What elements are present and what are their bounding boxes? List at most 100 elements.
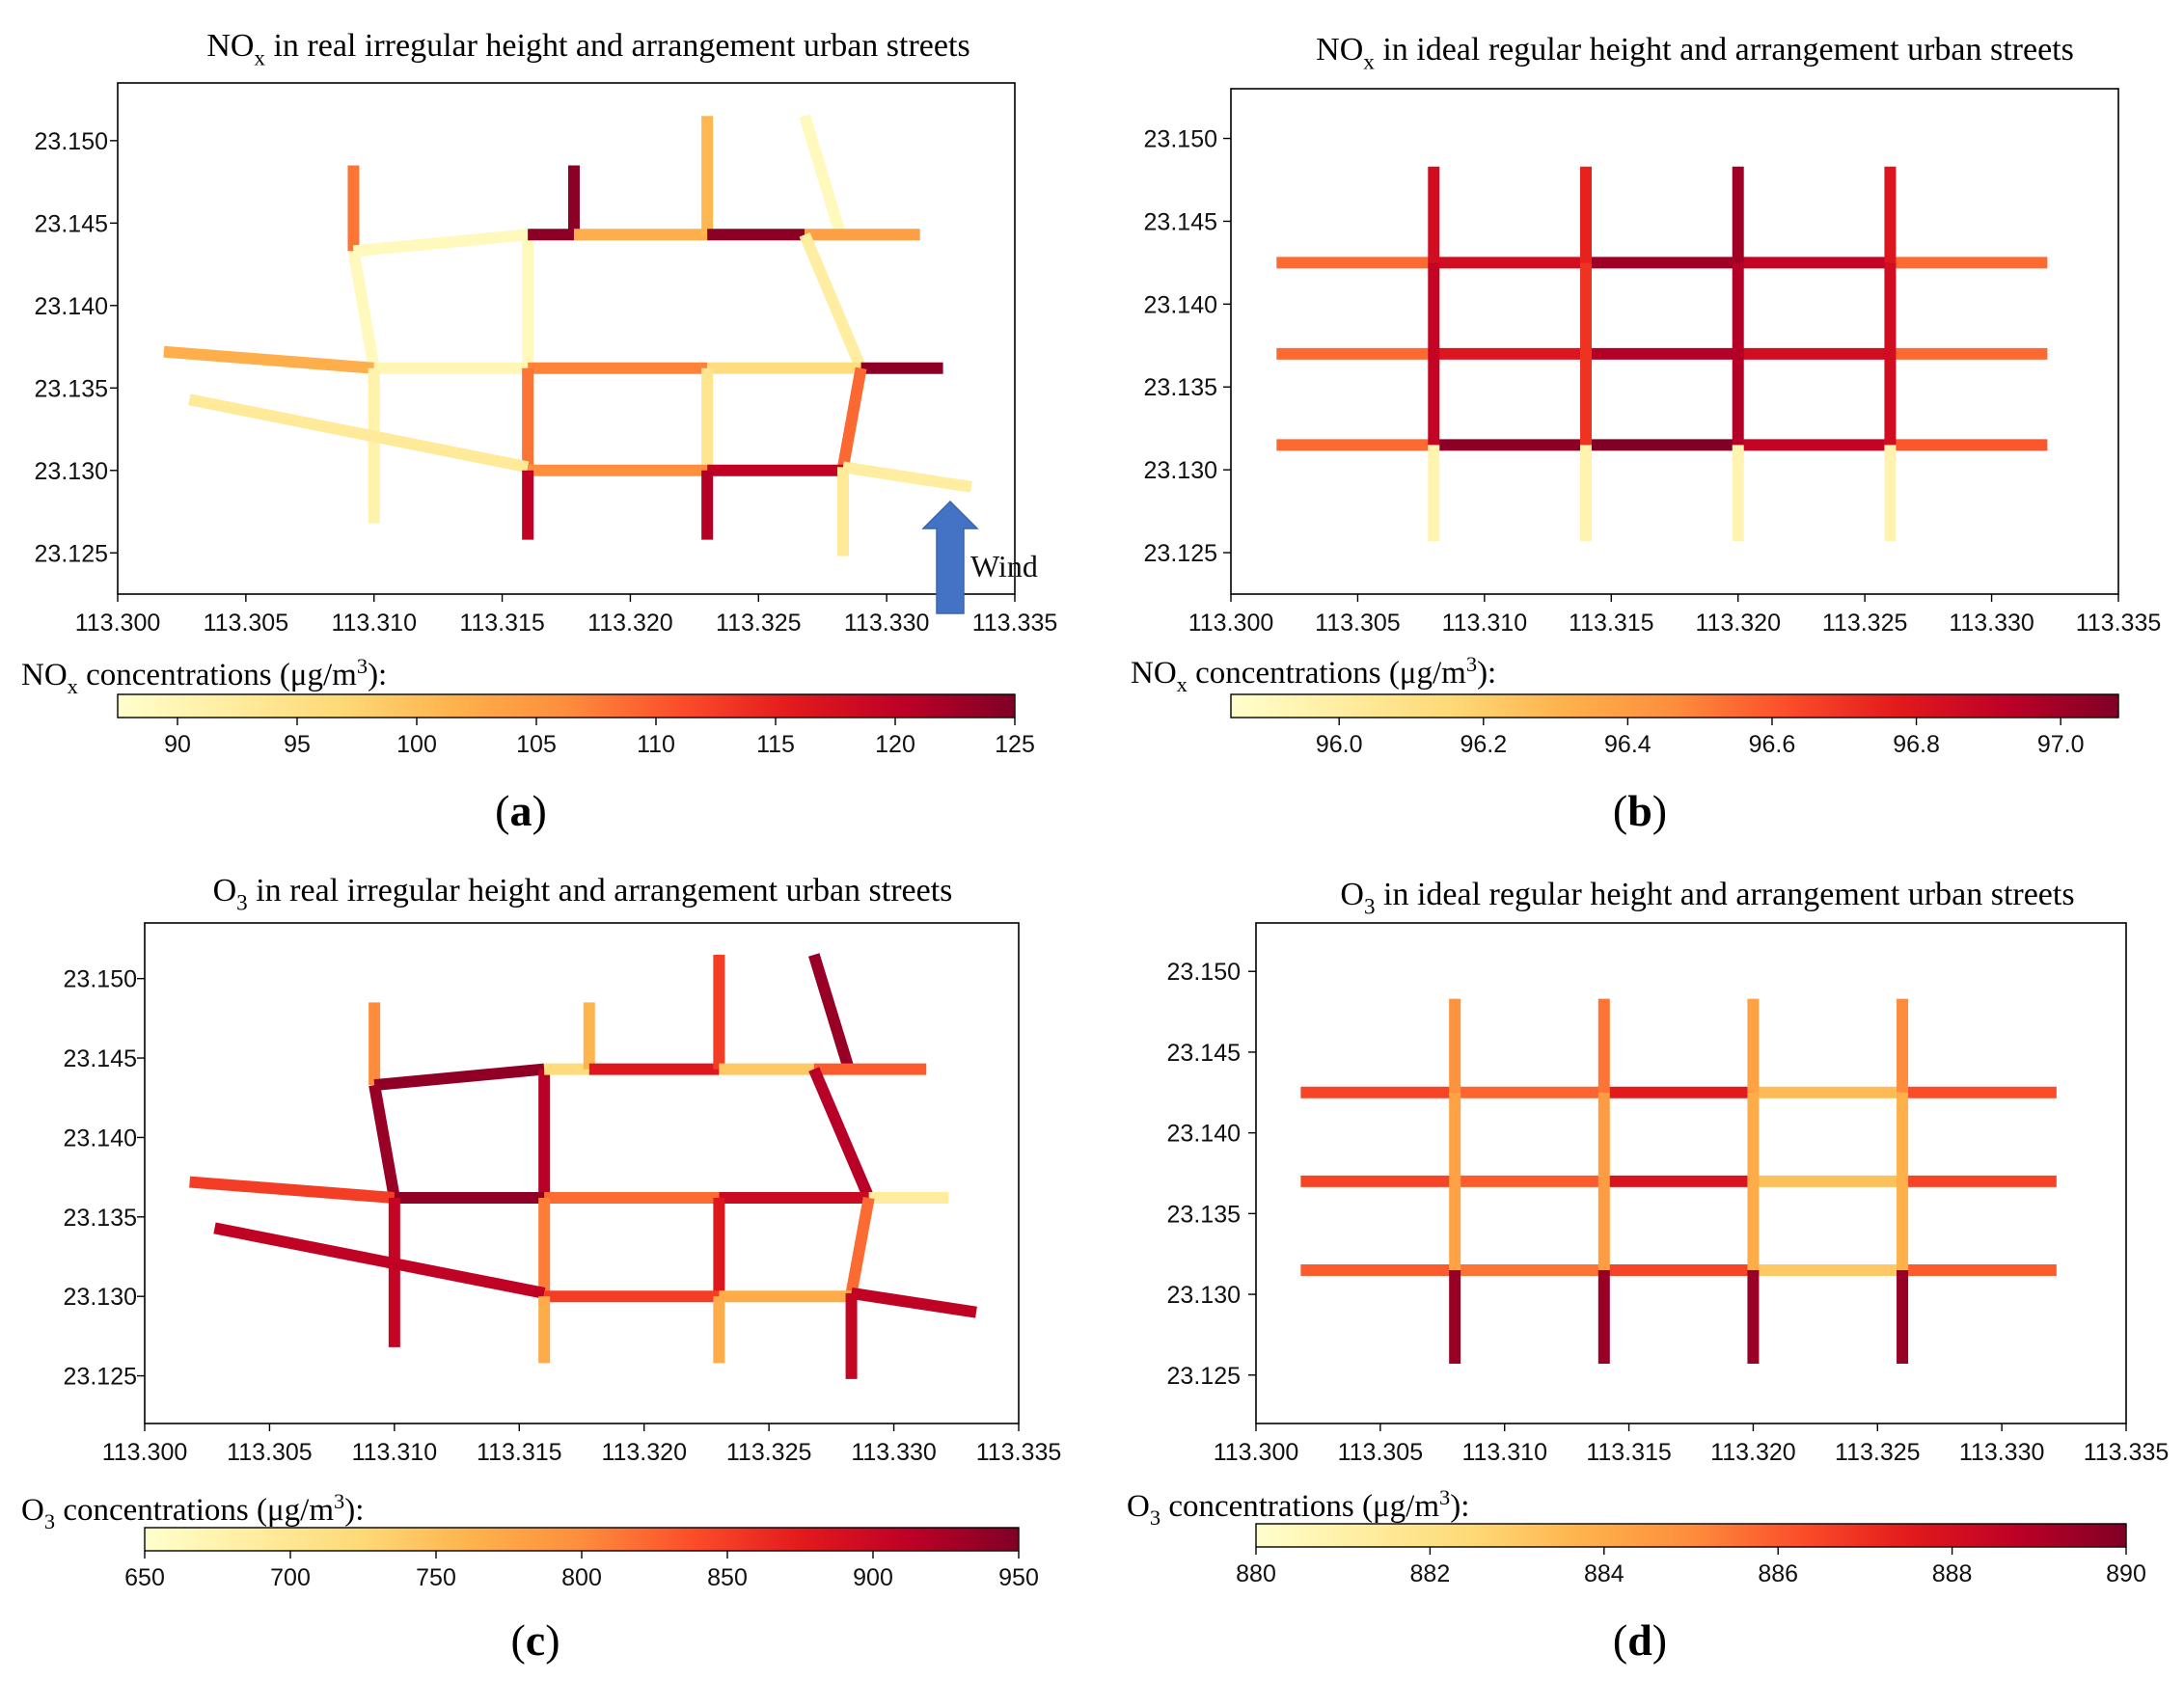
y-tick-label: 23.150: [1144, 126, 1217, 153]
colorbar: [144, 1527, 1020, 1552]
y-tick-label: 23.125: [1167, 1363, 1241, 1390]
street-segments: [163, 114, 972, 556]
colorbar-label: NOx concentrations (μg/m3):: [21, 654, 387, 698]
street-segment: [837, 366, 867, 469]
chart-title: O3 in ideal regular height and arrangeme…: [1340, 877, 2074, 920]
y-tick-label: 23.140: [1167, 1121, 1241, 1148]
colorbar: [1255, 1523, 2127, 1548]
colorbar-tick-label: 882: [1410, 1560, 1451, 1587]
street-segment: [188, 393, 530, 474]
y-tick-label: 23.135: [64, 1205, 137, 1232]
x-tick-label: 113.315: [459, 610, 545, 637]
wind-label: Wind: [970, 549, 1038, 583]
x-tick-label: 113.330: [851, 1439, 937, 1466]
x-tick-label: 113.305: [227, 1439, 313, 1466]
street-segment: [369, 1084, 400, 1200]
y-tick-label: 23.150: [35, 128, 108, 155]
colorbar-label: NOx concentrations (μg/m3):: [1131, 652, 1496, 696]
y-tick-label: 23.130: [35, 458, 108, 485]
x-tick-label: 113.310: [352, 1439, 438, 1466]
x-tick-label: 113.330: [1959, 1439, 2045, 1466]
colorbar-tick-label: 125: [995, 731, 1035, 758]
street-segments: [1300, 998, 2057, 1365]
colorbar-tick-label: 115: [756, 731, 795, 758]
colorbar-tick-label: 96.6: [1749, 731, 1796, 758]
colorbar-label: O3 concentrations (μg/m3):: [21, 1489, 364, 1533]
x-tick-label: 113.315: [477, 1439, 562, 1466]
wind-arrow-icon: [921, 500, 979, 614]
street-segment: [799, 231, 867, 371]
x-tick-label: 113.335: [976, 1439, 1062, 1466]
y-tick-label: 23.130: [64, 1284, 137, 1311]
x-tick-label: 113.330: [844, 610, 930, 637]
y-tick-label: 23.140: [35, 293, 108, 320]
street-segment: [347, 250, 380, 369]
colorbar: [117, 693, 1016, 718]
x-tick-label: 113.310: [1461, 1439, 1547, 1466]
y-tick-label: 23.135: [1167, 1201, 1241, 1228]
x-tick-label: 113.305: [1338, 1439, 1424, 1466]
colorbar-tick-label: 96.0: [1316, 731, 1363, 758]
colorbar-tick-label: 950: [998, 1564, 1039, 1591]
street-segments: [189, 953, 977, 1379]
y-tick-label: 23.145: [64, 1045, 137, 1072]
plot-area: [1230, 88, 2119, 595]
street-segment: [213, 1222, 546, 1299]
colorbar-tick-label: 750: [416, 1564, 456, 1591]
street-segment: [850, 1287, 977, 1318]
y-tick-label: 23.130: [1167, 1282, 1241, 1309]
colorbar-tick-label: 650: [124, 1564, 165, 1591]
colorbar-tick-label: 850: [707, 1564, 748, 1591]
colorbar-tick-label: 110: [637, 731, 675, 758]
x-tick-label: 113.300: [1188, 610, 1274, 637]
x-tick-label: 113.325: [726, 1439, 812, 1466]
plot-area: [117, 82, 1016, 595]
street-segment: [808, 1067, 875, 1201]
colorbar-tick-label: 120: [875, 731, 915, 758]
street-segment: [807, 953, 855, 1071]
y-tick-label: 23.125: [1144, 540, 1217, 567]
y-tick-label: 23.130: [1144, 457, 1217, 484]
x-tick-label: 113.330: [1949, 610, 2034, 637]
y-tick-label: 23.150: [64, 966, 137, 993]
colorbar-tick-label: 890: [2106, 1560, 2146, 1587]
x-tick-label: 113.335: [2084, 1439, 2170, 1466]
x-tick-label: 113.315: [1586, 1439, 1672, 1466]
x-tick-label: 113.325: [716, 610, 802, 637]
street-segment: [842, 461, 972, 493]
colorbar-tick-label: 96.8: [1893, 731, 1940, 758]
colorbar-tick-label: 888: [1932, 1560, 1973, 1587]
y-tick-label: 23.135: [1144, 374, 1217, 401]
x-tick-label: 113.325: [1822, 610, 1908, 637]
y-tick-label: 23.145: [1167, 1040, 1241, 1067]
panel-label: (a): [495, 786, 547, 835]
street-segment: [189, 1176, 396, 1205]
colorbar-tick-label: 880: [1236, 1560, 1276, 1587]
street-segment: [352, 229, 529, 258]
plot-area: [144, 922, 1020, 1424]
x-tick-label: 113.300: [1214, 1439, 1299, 1466]
colorbar-tick-label: 884: [1584, 1560, 1624, 1587]
chart-title: NOx in real irregular height and arrange…: [206, 28, 969, 71]
x-tick-label: 113.335: [972, 610, 1058, 637]
y-tick-label: 23.145: [1144, 208, 1217, 235]
colorbar-tick-label: 105: [516, 731, 557, 758]
y-tick-label: 23.140: [1144, 291, 1217, 318]
colorbar-tick-label: 96.4: [1604, 731, 1652, 758]
y-tick-label: 23.140: [64, 1125, 137, 1152]
y-tick-label: 23.150: [1167, 959, 1241, 986]
street-segment: [373, 1063, 545, 1092]
street-segment: [845, 1196, 875, 1294]
colorbar-tick-label: 800: [561, 1564, 602, 1591]
street-segments: [1276, 166, 2048, 542]
colorbar-tick-label: 900: [853, 1564, 893, 1591]
x-tick-label: 113.315: [1569, 610, 1654, 637]
chart-title: O3 in real irregular height and arrangem…: [213, 873, 953, 916]
panel-label: (d): [1613, 1615, 1667, 1665]
colorbar-tick-label: 700: [270, 1564, 311, 1591]
colorbar-tick-label: 96.2: [1460, 731, 1507, 758]
x-tick-label: 113.310: [331, 610, 417, 637]
colorbar-tick-label: 886: [1758, 1560, 1798, 1587]
x-tick-label: 113.305: [204, 610, 289, 637]
colorbar-tick-label: 97.0: [2037, 731, 2085, 758]
